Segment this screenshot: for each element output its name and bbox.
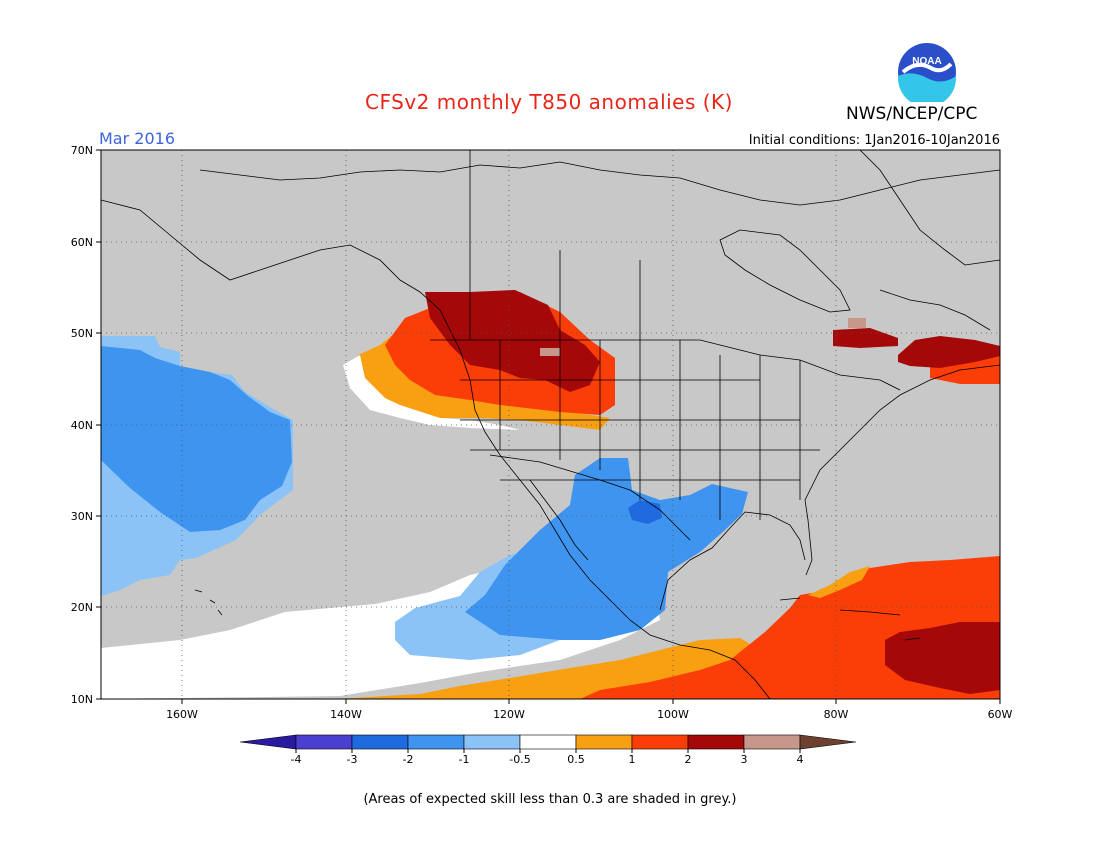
lat-label: 40N [71,419,93,432]
caribbean-very-warm [885,622,1000,694]
mexico-gulf-blue [465,458,748,640]
us-state-lines [460,340,820,520]
chart-title: CFSv2 monthly T850 anomalies (K) [0,90,1100,114]
colorbar-tick-label: 2 [685,753,692,766]
gulf-of-mexico-coast [659,511,806,611]
lon-label: 160W [166,708,198,721]
hudson-bay [719,229,851,313]
colorbar-tick-label: -3 [347,753,358,766]
lon-label: 140W [330,708,362,721]
us-mexico-border [489,454,691,541]
baja-peninsula [529,479,589,561]
agency-label: NWS/NCEP/CPC [846,104,978,124]
colorbar-tick-label: -1 [459,753,470,766]
colorbar-segment [687,734,745,750]
east-coast [804,364,1000,501]
nw-very-warm-region [425,290,600,392]
lat-label: 30N [71,510,93,523]
valid-month: Mar 2016 [99,129,175,148]
colorbar-tick-label: -2 [403,753,414,766]
colorbar-segment [407,734,465,750]
lon-label: 60W [988,708,1013,721]
lat-label: 20N [71,601,93,614]
colorbar-segment [295,734,353,750]
pacific-blue-region [101,346,292,532]
noaa-logo-icon: NOAA [898,43,956,102]
lat-label: 50N [71,327,93,340]
quebec-hot-spot [848,318,866,328]
nw-white-edge [343,355,520,430]
quebec-very-warm [833,328,1000,368]
lat-label: 10N [71,693,93,706]
colorbar-segment [519,734,577,750]
colorbar-tick-label: -4 [291,753,302,766]
colorbar-tick-label: 3 [741,753,748,766]
tick-marks [96,149,1001,704]
arctic-coast [199,161,1000,206]
title-text: CFSv2 monthly T850 anomalies (K) [365,90,733,114]
lat-label: 60N [71,236,93,249]
colorbar: -4 -3 -2 -1 -0.5 0.5 1 2 3 4 [239,734,857,766]
north-america-west-coast [101,199,771,699]
skill-note: (Areas of expected skill less than 0.3 a… [363,792,737,807]
lon-label: 120W [493,708,525,721]
lon-label: 80W [824,708,849,721]
lat-label: 70N [71,144,93,157]
colorbar-segment [631,734,689,750]
labrador [879,289,991,331]
coastlines [101,150,1000,699]
colorbar-segment [575,734,633,750]
colorbar-tick-label: 0.5 [567,753,585,766]
colorbar-left-arrow [239,734,297,750]
noaa-logo-text: NOAA [912,56,941,67]
florida [804,499,813,576]
colorbar-segment [743,734,801,750]
longitude-labels: 160W 140W 120W 100W 80W 60W [166,708,1012,721]
caribbean-orange-edge [808,566,870,598]
caribbean-islands [779,597,921,641]
latitude-labels: 70N 60N 50N 40N 30N 20N 10N [71,144,93,706]
colorbar-tick-label: 1 [629,753,636,766]
colorbar-right-arrow [799,734,857,750]
colorbar-tick-label: -0.5 [509,753,530,766]
colorbar-tick-label: 4 [797,753,804,766]
colorbar-segment [351,734,409,750]
initial-conditions: Initial conditions: 1Jan2016-10Jan2016 [748,133,1000,148]
lon-label: 100W [657,708,689,721]
colorbar-segment [463,734,521,750]
canada-provinces [469,150,641,340]
greenland-edge [859,150,1000,266]
nw-hot-spot [540,348,560,356]
hawaii [194,589,223,616]
